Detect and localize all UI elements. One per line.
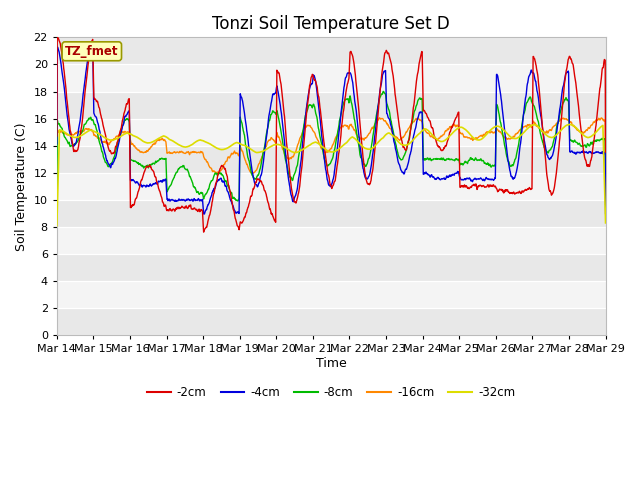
Bar	[57, 119, 605, 146]
X-axis label: Time: Time	[316, 357, 347, 370]
Title: Tonzi Soil Temperature Set D: Tonzi Soil Temperature Set D	[212, 15, 450, 33]
Bar	[57, 308, 605, 336]
Bar	[57, 37, 605, 64]
Bar	[57, 254, 605, 281]
Bar	[57, 200, 605, 227]
Bar	[57, 146, 605, 173]
Legend: -2cm, -4cm, -8cm, -16cm, -32cm: -2cm, -4cm, -8cm, -16cm, -32cm	[143, 382, 520, 404]
Bar	[57, 173, 605, 200]
Bar	[57, 92, 605, 119]
Bar	[57, 281, 605, 308]
Y-axis label: Soil Temperature (C): Soil Temperature (C)	[15, 122, 28, 251]
Text: TZ_fmet: TZ_fmet	[65, 45, 118, 58]
Bar	[57, 64, 605, 92]
Bar	[57, 227, 605, 254]
